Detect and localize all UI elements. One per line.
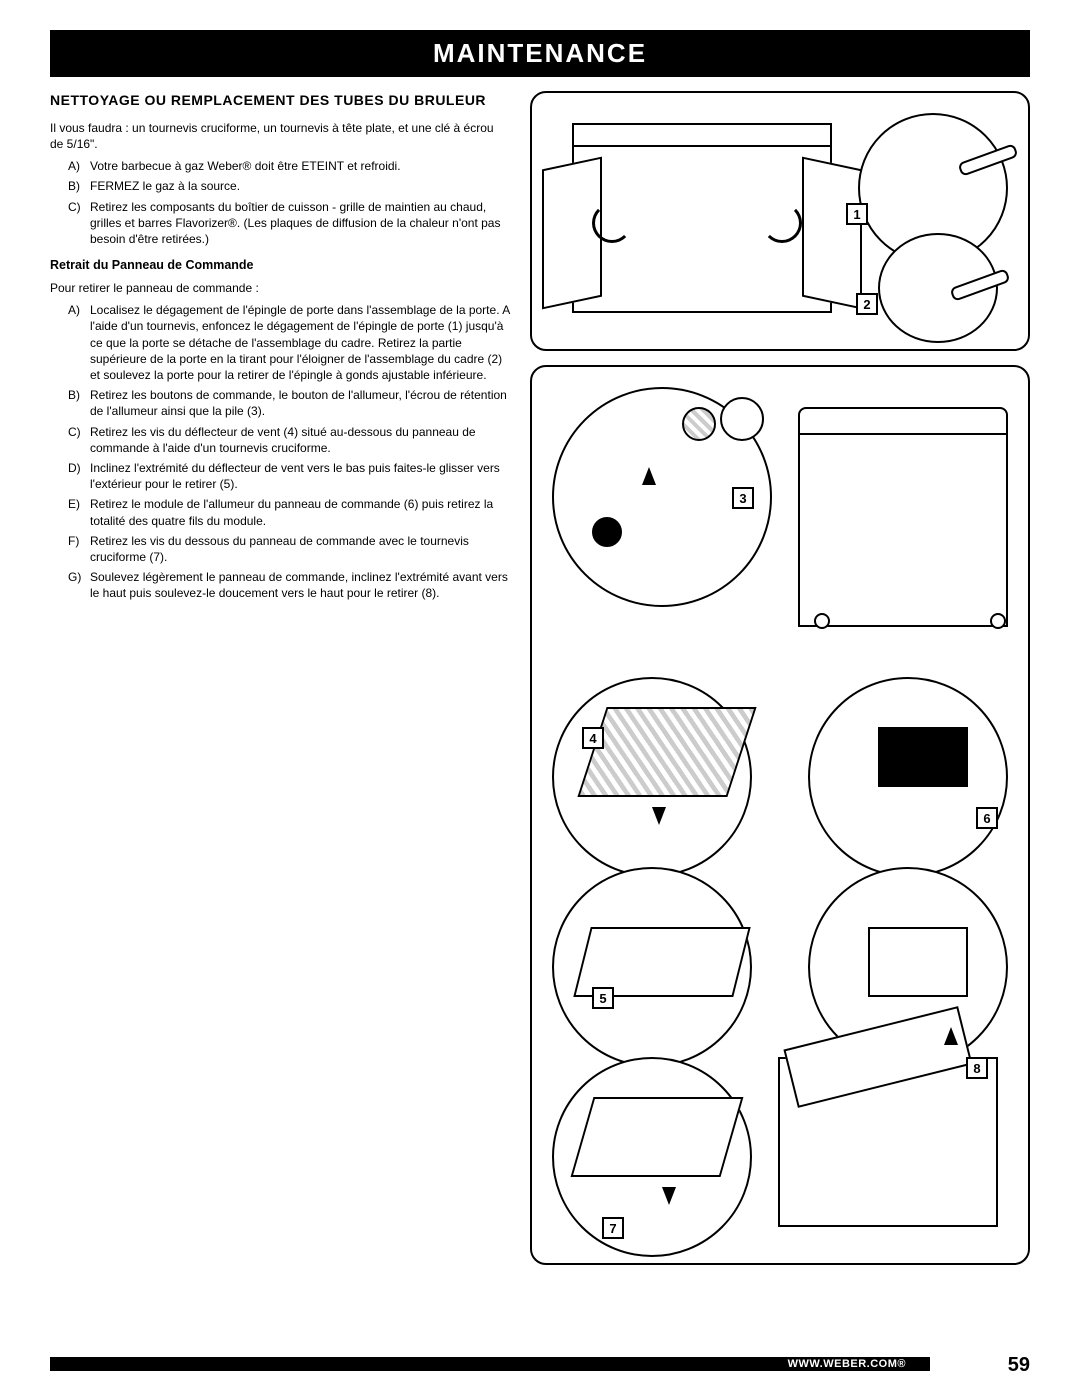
list-letter: B) bbox=[68, 387, 90, 419]
callout-8: 8 bbox=[966, 1057, 988, 1079]
arrow-icon bbox=[592, 203, 632, 243]
list-text: Retirez les vis du déflecteur de vent (4… bbox=[90, 424, 510, 456]
pre-list: A) Votre barbecue à gaz Weber® doit être… bbox=[50, 158, 510, 247]
arrow-icon bbox=[662, 1187, 676, 1205]
grill-lid bbox=[798, 407, 1008, 435]
list-item: G) Soulevez légèrement le panneau de com… bbox=[68, 569, 510, 601]
list-letter: C) bbox=[68, 199, 90, 248]
diagram-2: 3 4 6 5 7 8 bbox=[530, 365, 1030, 1265]
knob-icon bbox=[682, 407, 716, 441]
callout-2: 2 bbox=[856, 293, 878, 315]
list-item: A) Votre barbecue à gaz Weber® doit être… bbox=[68, 158, 510, 174]
list-text: FERMEZ le gaz à la source. bbox=[90, 178, 510, 194]
callout-7: 7 bbox=[602, 1217, 624, 1239]
list-item: F) Retirez les vis du dessous du panneau… bbox=[68, 533, 510, 565]
igniter-module-icon bbox=[878, 727, 968, 787]
door-left bbox=[542, 157, 602, 310]
caster-icon bbox=[990, 613, 1006, 629]
list-letter: B) bbox=[68, 178, 90, 194]
door-right bbox=[802, 157, 862, 310]
arrow-icon bbox=[642, 467, 656, 485]
steps-list: A) Localisez le dégagement de l'épingle … bbox=[50, 302, 510, 601]
list-item: B) Retirez les boutons de commande, le b… bbox=[68, 387, 510, 419]
arrow-icon bbox=[652, 807, 666, 825]
cabinet-top bbox=[572, 123, 832, 147]
callout-3: 3 bbox=[732, 487, 754, 509]
list-item: A) Localisez le dégagement de l'épingle … bbox=[68, 302, 510, 383]
callout-4: 4 bbox=[582, 727, 604, 749]
arrow-icon bbox=[944, 1027, 958, 1045]
callout-1: 1 bbox=[846, 203, 868, 225]
footer-bar: WWW.WEBER.COM® bbox=[50, 1357, 930, 1371]
arrow-icon bbox=[762, 203, 802, 243]
list-text: Retirez les boutons de commande, le bout… bbox=[90, 387, 510, 419]
callout-5: 5 bbox=[592, 987, 614, 1009]
list-item: D) Inclinez l'extrémité du déflecteur de… bbox=[68, 460, 510, 492]
list-letter: A) bbox=[68, 158, 90, 174]
header-title: MAINTENANCE bbox=[433, 38, 647, 68]
subintro: Pour retirer le panneau de commande : bbox=[50, 280, 510, 296]
panel-underside bbox=[577, 707, 756, 797]
diagram-column: 1 2 3 4 6 5 bbox=[530, 91, 1030, 1279]
subheading: Retrait du Panneau de Commande bbox=[50, 257, 510, 274]
list-text: Soulevez légèrement le panneau de comman… bbox=[90, 569, 510, 601]
caster-icon bbox=[814, 613, 830, 629]
list-item: B) FERMEZ le gaz à la source. bbox=[68, 178, 510, 194]
knob-icon bbox=[592, 517, 622, 547]
list-text: Localisez le dégagement de l'épingle de … bbox=[90, 302, 510, 383]
callout-6: 6 bbox=[976, 807, 998, 829]
list-text: Retirez les vis du dessous du panneau de… bbox=[90, 533, 510, 565]
text-column: NETTOYAGE OU REMPLACEMENT DES TUBES DU B… bbox=[50, 91, 510, 1279]
footer-url: WWW.WEBER.COM® bbox=[788, 1357, 906, 1371]
list-item: C) Retirez les composants du boîtier de … bbox=[68, 199, 510, 248]
list-letter: E) bbox=[68, 496, 90, 528]
page-number: 59 bbox=[1008, 1354, 1030, 1377]
footer: 59 bbox=[1008, 1354, 1030, 1377]
content-row: NETTOYAGE OU REMPLACEMENT DES TUBES DU B… bbox=[50, 91, 1030, 1279]
grill-illustration bbox=[798, 427, 1008, 627]
list-text: Inclinez l'extrémité du déflecteur de ve… bbox=[90, 460, 510, 492]
list-text: Votre barbecue à gaz Weber® doit être ET… bbox=[90, 158, 510, 174]
igniter-cap-icon bbox=[720, 397, 764, 441]
list-letter: A) bbox=[68, 302, 90, 383]
list-item: E) Retirez le module de l'allumeur du pa… bbox=[68, 496, 510, 528]
list-letter: G) bbox=[68, 569, 90, 601]
intro-text: Il vous faudra : un tournevis cruciforme… bbox=[50, 120, 510, 152]
list-letter: F) bbox=[68, 533, 90, 565]
diagram-1: 1 2 bbox=[530, 91, 1030, 351]
list-text: Retirez le module de l'allumeur du panne… bbox=[90, 496, 510, 528]
list-letter: D) bbox=[68, 460, 90, 492]
hand-module-icon bbox=[868, 927, 968, 997]
list-item: C) Retirez les vis du déflecteur de vent… bbox=[68, 424, 510, 456]
list-text: Retirez les composants du boîtier de cui… bbox=[90, 199, 510, 248]
panel-underside bbox=[571, 1097, 744, 1177]
list-letter: C) bbox=[68, 424, 90, 456]
page-header: MAINTENANCE bbox=[50, 30, 1030, 77]
section-title: NETTOYAGE OU REMPLACEMENT DES TUBES DU B… bbox=[50, 91, 510, 110]
